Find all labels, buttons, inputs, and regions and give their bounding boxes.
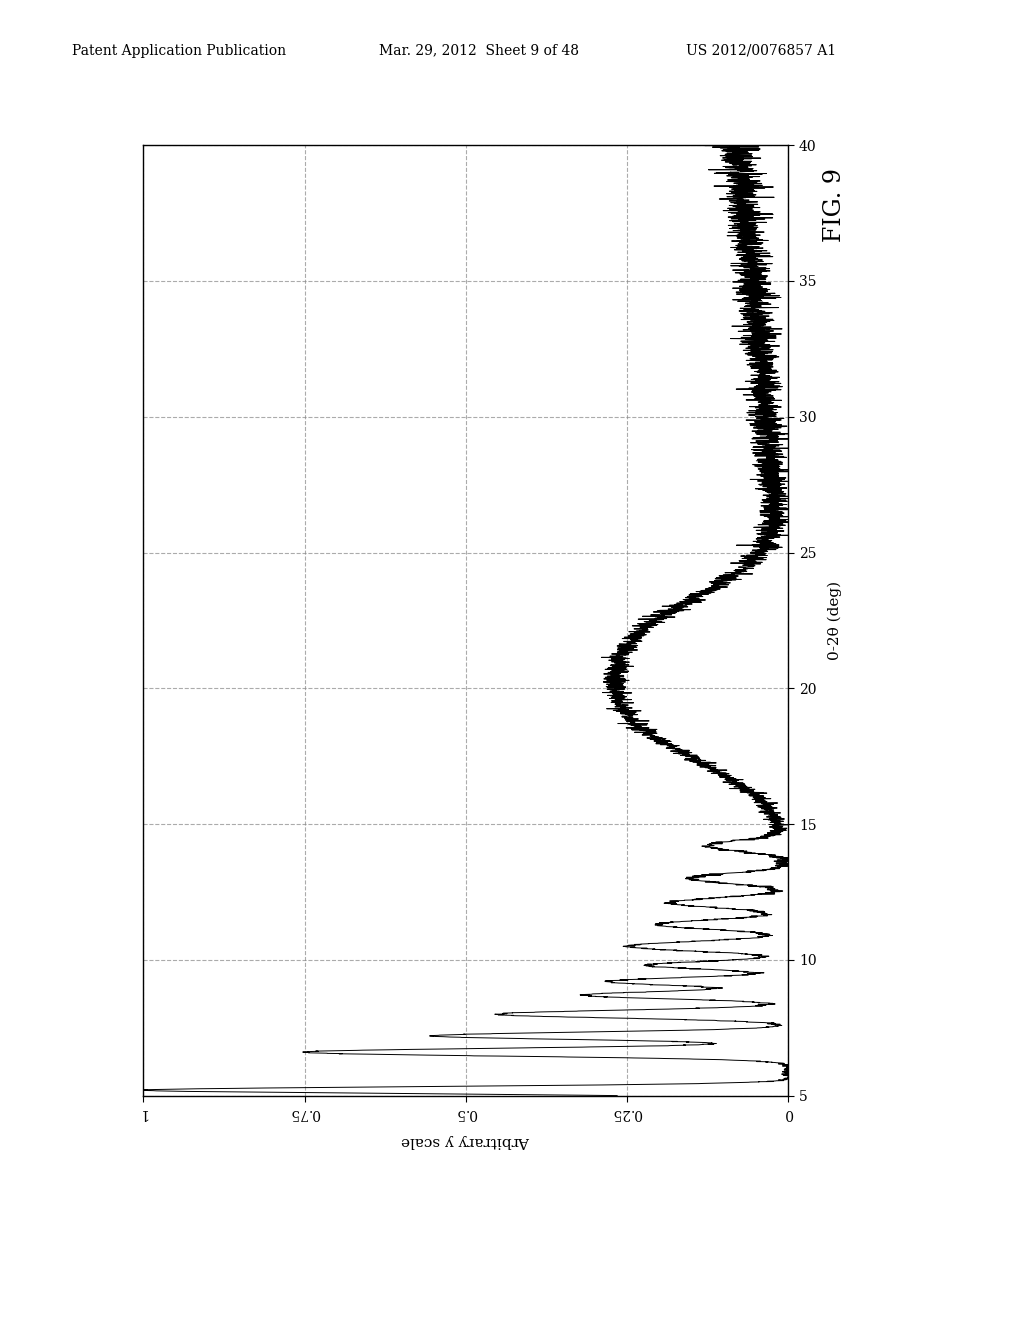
- Text: Mar. 29, 2012  Sheet 9 of 48: Mar. 29, 2012 Sheet 9 of 48: [379, 44, 579, 58]
- Text: FIG. 9: FIG. 9: [823, 168, 846, 242]
- Text: US 2012/0076857 A1: US 2012/0076857 A1: [686, 44, 837, 58]
- Text: Patent Application Publication: Patent Application Publication: [72, 44, 286, 58]
- X-axis label: Arbitrary y scale: Arbitrary y scale: [401, 1134, 530, 1148]
- Y-axis label: 0-2θ (deg): 0-2θ (deg): [827, 581, 842, 660]
